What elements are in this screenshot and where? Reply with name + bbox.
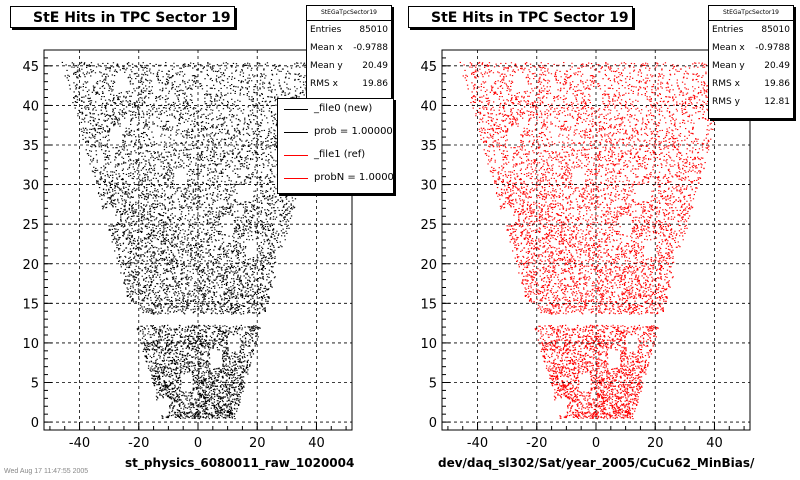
legend-entry: _file1 (ref) [278,145,393,167]
stats-box: StEGaTpcSector19 Entries 85010 Mean x -0.9… [306,5,392,99]
y-tick-label: 35 [420,139,437,154]
x-tick-label: 20 [647,436,664,451]
x-tick-label: -20 [128,436,149,451]
x-tick-label: -20 [526,436,547,451]
legend-entry: prob = 1.000000 [278,122,394,144]
legend-label: _file1 (ref) [314,149,366,160]
y-tick-label: 30 [22,179,39,194]
stats-mean-x: Mean x -0.9788 [310,43,388,53]
y-tick-label: 0 [429,416,437,431]
y-tick-label: 45 [420,60,437,75]
y-tick-label: 10 [420,337,437,352]
timestamp-footer: Wed Aug 17 11:47:55 2005 [4,468,89,475]
legend-line [284,178,308,179]
legend-line [284,155,308,156]
legend: _file0 (new) prob = 1.000000 _file1 (ref… [277,98,394,194]
x-tick-label: -40 [467,436,488,451]
legend-label: _file0 (new) [314,103,373,114]
legend-line [284,109,308,110]
legend-entry: _file0 (new) [278,99,393,121]
y-tick-label: 30 [420,179,437,194]
stats-name: StEGaTpcSector19 [709,6,793,21]
y-tick-label: 20 [420,258,437,273]
x-tick-label: 0 [592,436,600,451]
y-tick-label: 5 [31,377,39,392]
stats-mean-x: Mean x -0.9788 [712,43,790,53]
y-tick-label: 15 [22,297,39,312]
legend-line [284,132,308,133]
legend-entry: probN = 1.000000 [278,168,394,190]
plot-title: StE Hits in TPC Sector 19 [408,6,633,28]
plot-frame [441,49,751,431]
y-tick-label: 25 [22,218,39,233]
x-axis-title: dev/daq_sl302/Sat/year_2005/CuCu62_MinBi… [438,456,755,470]
stats-entries: Entries 85010 [310,25,388,35]
legend-label: probN = 1.000000 [314,172,394,183]
y-tick-label: 5 [429,377,437,392]
panel-left: StE Hits in TPC Sector 19 -40 -20 0 20 40 0 5 1… [10,5,394,470]
y-tick-label: 10 [22,337,39,352]
y-tick-label: 25 [420,218,437,233]
x-tick-label: 40 [308,436,325,451]
stats-name: StEGaTpcSector19 [307,6,391,21]
y-tick-label: 15 [420,297,437,312]
x-axis-title: st_physics_6080011_raw_1020004 [125,456,355,470]
x-tick-label: 40 [706,436,723,451]
stats-rms-y: RMS y 12.81 [712,97,790,107]
stats-box: StEGaTpcSector19 Entries 85010 Mean x -0.9… [708,5,794,119]
y-tick-label: 0 [31,416,39,431]
x-tick-label: -40 [69,436,90,451]
y-tick-label: 20 [22,258,39,273]
y-tick-label: 40 [420,99,437,114]
y-tick-label: 40 [22,99,39,114]
stats-rms-x: RMS x 19.86 [310,79,388,89]
y-tick-label: 45 [22,60,39,75]
x-tick-label: 20 [249,436,266,451]
stats-mean-y: Mean y 20.49 [310,61,388,71]
x-tick-label: 0 [194,436,202,451]
panel-right: StE Hits in TPC Sector 19 -40 -20 0 20 40 0 5 1… [398,0,798,480]
y-tick-label: 35 [22,139,39,154]
plot-title: StE Hits in TPC Sector 19 [10,6,235,28]
stats-mean-y: Mean y 20.49 [712,61,790,71]
scatter-plot: -40 -20 0 20 40 0 5 10 15 20 25 30 35 40 45 [420,49,751,451]
stats-entries: Entries 85010 [712,25,790,35]
stats-rms-x: RMS x 19.86 [712,79,790,89]
legend-label: prob = 1.000000 [314,126,394,137]
